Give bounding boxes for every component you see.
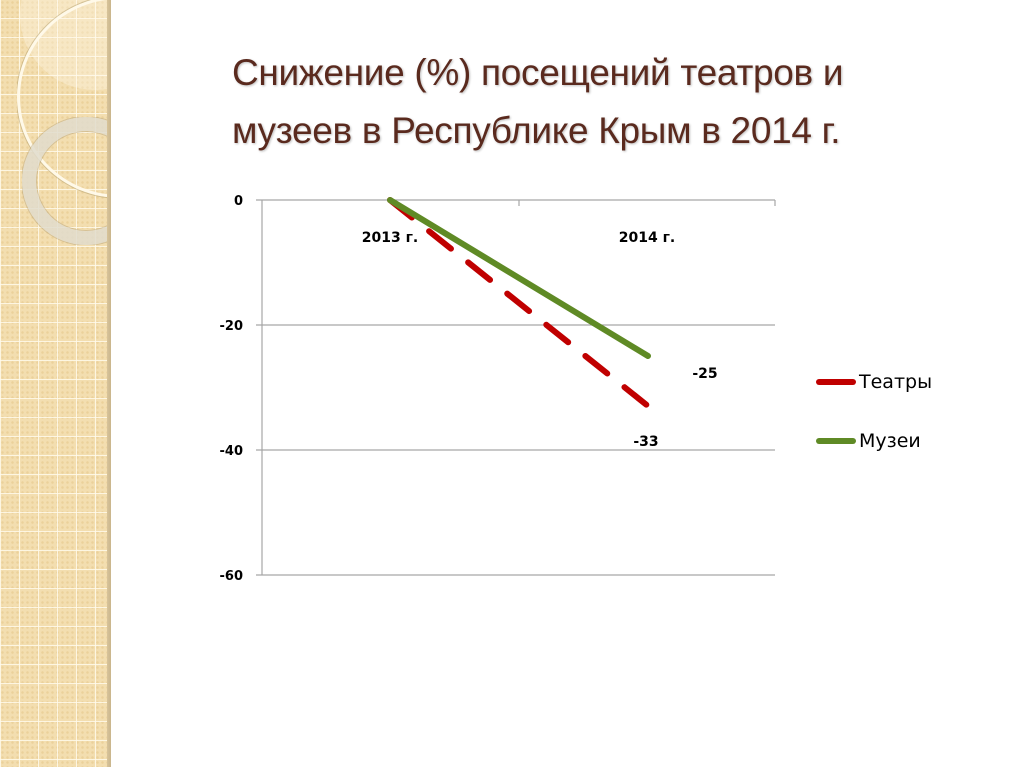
series-line-theaters xyxy=(387,197,651,409)
series-line-museums xyxy=(387,197,651,359)
category-label: 2013 г. xyxy=(362,230,418,246)
gridlines xyxy=(256,199,776,576)
category-label: 2014 г. xyxy=(619,230,675,246)
sidebar-edge xyxy=(107,0,111,767)
slide-title: Снижение (%) посещений театров и музеев … xyxy=(232,52,844,151)
data-label-theaters-2014: -33 xyxy=(633,434,658,450)
legend-swatch-museums xyxy=(816,438,856,444)
legend-item-museums: Музеи xyxy=(816,430,921,452)
legend-swatch-theaters xyxy=(816,379,856,385)
y-tick: -20 xyxy=(220,319,244,334)
legend-label: Музеи xyxy=(859,430,921,452)
data-label-museums-2014: -25 xyxy=(692,366,717,382)
legend-label: Театры xyxy=(859,371,933,393)
legend-item-theaters: Театры xyxy=(816,371,932,393)
y-tick: 0 xyxy=(234,194,243,209)
y-tick: -40 xyxy=(220,444,244,459)
y-axis-ticks: 0 -20 -40 -60 xyxy=(220,194,244,584)
y-tick: -60 xyxy=(220,569,244,584)
category-labels: 2013 г. 2014 г. xyxy=(362,230,675,246)
